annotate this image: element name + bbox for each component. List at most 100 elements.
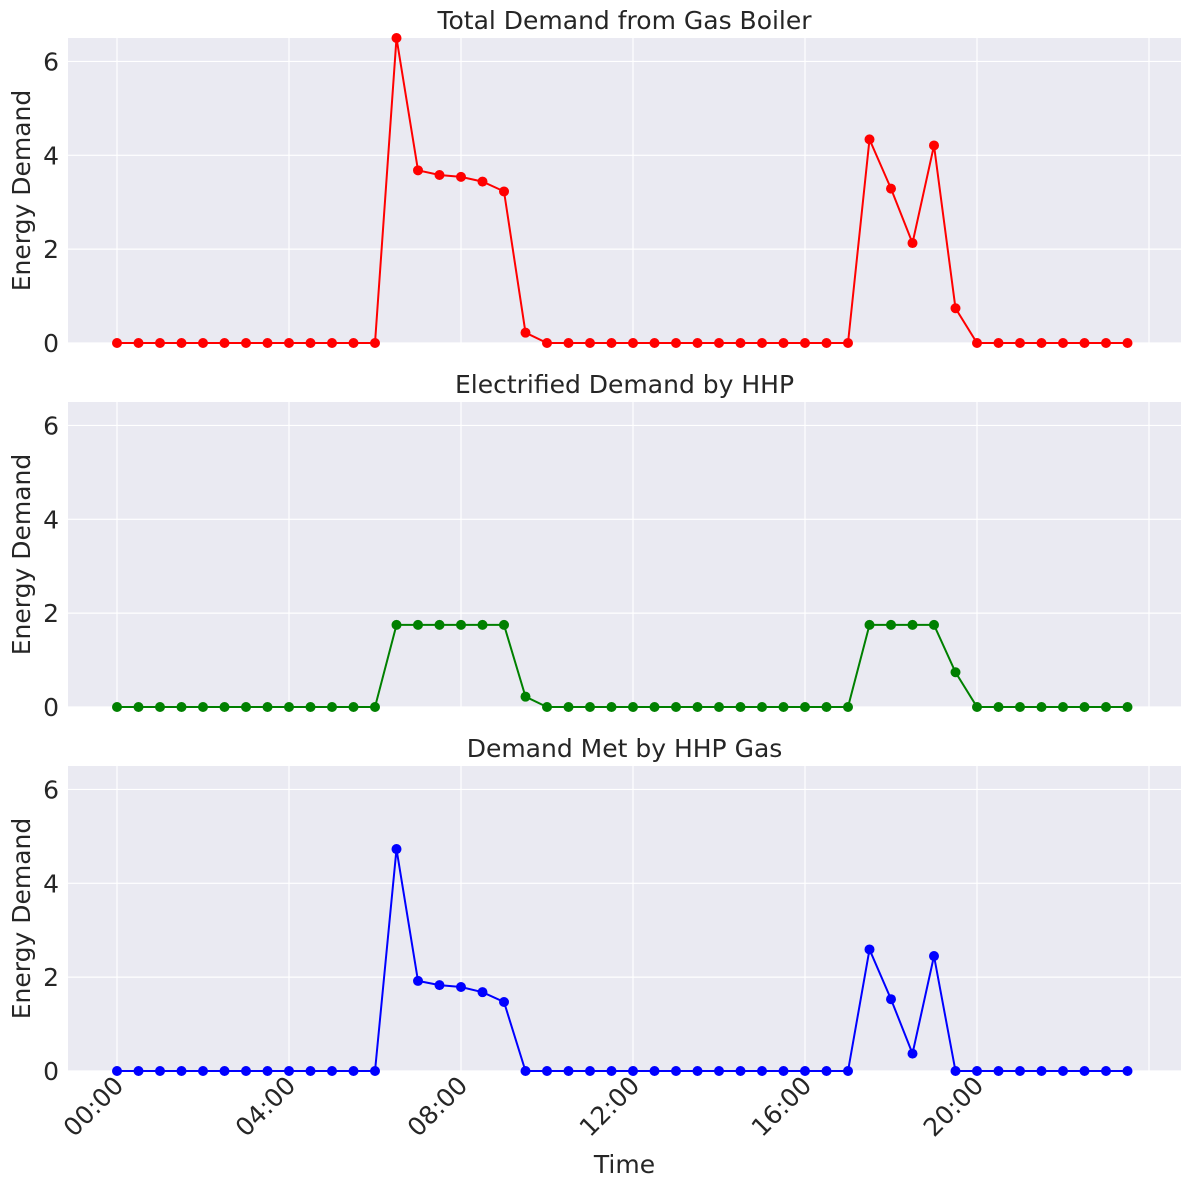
data-point bbox=[284, 1066, 294, 1076]
data-point bbox=[1079, 702, 1090, 712]
data-point bbox=[520, 691, 531, 702]
data-point bbox=[1036, 1066, 1047, 1076]
data-point bbox=[800, 702, 810, 712]
data-point bbox=[241, 702, 251, 712]
data-point bbox=[262, 1066, 273, 1076]
data-point bbox=[843, 338, 853, 348]
data-point bbox=[757, 702, 767, 712]
plot-area bbox=[68, 402, 1181, 707]
series-2 bbox=[112, 619, 1133, 712]
data-point bbox=[950, 1066, 961, 1076]
data-point bbox=[735, 338, 746, 348]
data-point bbox=[413, 975, 423, 986]
data-point bbox=[1058, 338, 1068, 348]
data-point bbox=[219, 338, 230, 348]
data-point bbox=[327, 338, 337, 348]
data-point bbox=[778, 338, 789, 348]
data-point bbox=[305, 702, 316, 712]
data-point bbox=[628, 1066, 638, 1076]
data-point bbox=[778, 702, 789, 712]
subplot-title: Total Demand from Gas Boiler bbox=[436, 6, 812, 35]
data-point bbox=[112, 1066, 122, 1076]
x-tick-label: 00:00 bbox=[58, 1071, 129, 1142]
data-point bbox=[133, 702, 144, 712]
data-point bbox=[112, 702, 122, 712]
data-point bbox=[155, 1066, 165, 1076]
data-point bbox=[112, 338, 122, 348]
data-point bbox=[993, 1066, 1004, 1076]
data-point bbox=[1122, 338, 1133, 348]
data-point bbox=[692, 702, 703, 712]
plot-area bbox=[68, 766, 1181, 1071]
data-point bbox=[606, 702, 617, 712]
y-tick-label: 2 bbox=[43, 235, 59, 264]
data-point bbox=[929, 140, 939, 151]
data-point bbox=[434, 980, 445, 991]
data-point bbox=[757, 338, 767, 348]
data-point bbox=[348, 1066, 359, 1076]
data-point bbox=[198, 338, 208, 348]
x-axis-label: Time bbox=[593, 1150, 655, 1179]
data-point bbox=[1079, 338, 1090, 348]
data-point bbox=[219, 702, 230, 712]
data-point bbox=[499, 186, 509, 197]
data-point bbox=[950, 667, 961, 678]
data-point bbox=[972, 702, 982, 712]
data-point bbox=[1058, 1066, 1068, 1076]
subplot-title: Electrified Demand by HHP bbox=[455, 370, 794, 399]
x-tick-label: 04:00 bbox=[230, 1071, 301, 1142]
data-point bbox=[907, 238, 918, 249]
data-point bbox=[477, 176, 488, 187]
y-tick-label: 4 bbox=[43, 869, 59, 898]
y-tick-label: 4 bbox=[43, 141, 59, 170]
data-point bbox=[456, 619, 466, 630]
data-point bbox=[176, 338, 187, 348]
data-point bbox=[950, 303, 961, 314]
data-point bbox=[219, 1066, 230, 1076]
data-point bbox=[520, 1066, 531, 1076]
data-point bbox=[133, 1066, 144, 1076]
data-point bbox=[843, 702, 853, 712]
data-point bbox=[692, 338, 703, 348]
data-point bbox=[735, 1066, 746, 1076]
x-tick-label: 16:00 bbox=[746, 1071, 817, 1142]
data-point bbox=[198, 702, 208, 712]
data-point bbox=[198, 1066, 208, 1076]
data-point bbox=[391, 33, 402, 43]
data-point bbox=[671, 702, 681, 712]
data-point bbox=[499, 997, 509, 1008]
data-point bbox=[434, 170, 445, 181]
data-point bbox=[348, 338, 359, 348]
data-point bbox=[778, 1066, 789, 1076]
x-tick-label: 20:00 bbox=[918, 1071, 989, 1142]
data-point bbox=[864, 134, 875, 145]
data-point bbox=[1015, 702, 1025, 712]
data-point bbox=[714, 338, 724, 348]
data-point bbox=[305, 338, 316, 348]
data-point bbox=[671, 1066, 681, 1076]
data-point bbox=[499, 619, 509, 630]
data-point bbox=[176, 1066, 187, 1076]
data-point bbox=[434, 619, 445, 630]
data-point bbox=[628, 338, 638, 348]
data-point bbox=[262, 702, 273, 712]
data-point bbox=[413, 619, 423, 630]
data-point bbox=[1101, 1066, 1111, 1076]
data-point bbox=[348, 702, 359, 712]
y-tick-label: 0 bbox=[43, 693, 59, 722]
data-point bbox=[391, 619, 402, 630]
data-point bbox=[563, 1066, 574, 1076]
subplot-1: 0 2 4 6 Total Demand from Gas Boiler Energy D… bbox=[7, 6, 1181, 358]
data-point bbox=[456, 982, 466, 993]
data-point bbox=[907, 1048, 918, 1059]
data-point bbox=[886, 994, 896, 1005]
data-point bbox=[1036, 338, 1047, 348]
data-point bbox=[456, 171, 466, 182]
data-point bbox=[391, 844, 402, 855]
data-point bbox=[649, 702, 660, 712]
data-point bbox=[477, 619, 488, 630]
data-point bbox=[800, 1066, 810, 1076]
data-point bbox=[735, 702, 746, 712]
x-tick-label: 08:00 bbox=[402, 1071, 473, 1142]
data-point bbox=[886, 183, 896, 194]
